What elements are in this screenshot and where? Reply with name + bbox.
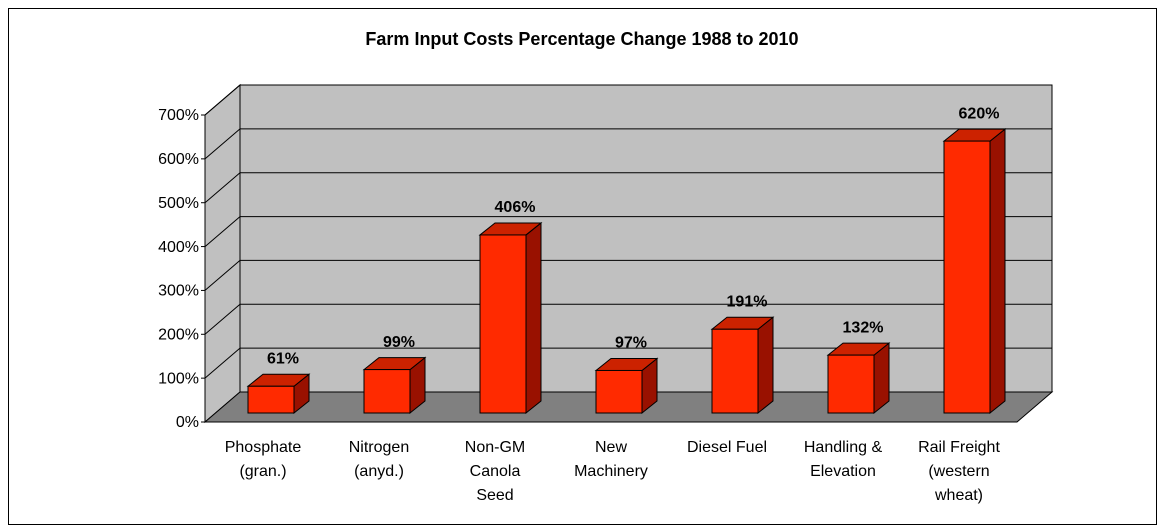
x-tick-line: Elevation — [810, 463, 876, 480]
bar — [710, 316, 775, 415]
x-tick-line: Canola — [470, 463, 521, 480]
bar-front — [711, 328, 759, 414]
bar-front — [595, 369, 643, 414]
value-label: 99% — [383, 334, 415, 351]
x-tick-line: New — [595, 439, 627, 456]
value-label: 61% — [267, 350, 299, 367]
value-label: 191% — [727, 293, 768, 310]
x-tick-label: New Machinery — [574, 439, 648, 480]
bar-front — [363, 369, 411, 414]
x-tick-label: Phosphate (gran.) — [225, 439, 302, 480]
bar-front — [827, 354, 875, 414]
y-tick-label: 500% — [158, 195, 199, 212]
grid-line — [204, 347, 241, 379]
bar — [826, 342, 891, 415]
y-tick-label: 300% — [158, 283, 199, 300]
grid-line — [204, 303, 241, 335]
value-label: 132% — [843, 319, 884, 336]
y-tick-label: 700% — [158, 107, 199, 124]
bar-front — [479, 234, 527, 414]
x-tick-line: Nitrogen — [349, 439, 409, 456]
y-tick-label: 400% — [158, 239, 199, 256]
x-tick-line: Rail Freight — [918, 439, 1000, 456]
x-tick-line: (gran.) — [239, 463, 286, 480]
grid-line — [204, 260, 241, 291]
value-label: 97% — [615, 335, 647, 352]
value-label: 620% — [959, 105, 1000, 122]
x-tick-label: Nitrogen (anyd.) — [349, 439, 409, 480]
y-tick-label: 600% — [158, 151, 199, 168]
x-tick-line: Handling & — [804, 439, 883, 456]
grid-line — [204, 172, 241, 204]
x-tick-line: (anyd.) — [354, 463, 404, 480]
bar — [942, 128, 1007, 415]
x-tick-line: Non-GM — [465, 439, 525, 456]
x-tick-line: wheat) — [934, 487, 983, 504]
x-tick-line: Seed — [476, 487, 513, 504]
side-wall — [204, 83, 241, 424]
chart-title: Farm Input Costs Percentage Change 1988 … — [365, 29, 798, 49]
bar-side — [989, 128, 1006, 415]
grid-line — [204, 128, 241, 160]
value-label: 406% — [495, 199, 536, 216]
x-tick-label: Handling & Elevation — [804, 439, 883, 480]
x-tick-line: Machinery — [574, 463, 648, 480]
y-tick-label: 100% — [158, 370, 199, 387]
x-tick-label: Rail Freight (western wheat) — [918, 439, 1000, 504]
x-tick-label: Diesel Fuel — [687, 439, 767, 456]
bar-side — [525, 221, 542, 415]
bar-side — [757, 316, 774, 415]
y-tick-label: 0% — [176, 414, 199, 431]
grid-line — [204, 216, 241, 247]
bar — [362, 356, 427, 415]
bar — [478, 221, 543, 415]
x-tick-line: Phosphate — [225, 439, 302, 456]
bar-front — [943, 140, 991, 414]
bar — [594, 357, 659, 415]
x-tick-line: (western — [928, 463, 989, 480]
bar-front — [247, 385, 295, 414]
grid-line — [204, 84, 241, 116]
y-tick-label: 200% — [158, 327, 199, 344]
x-tick-label: Non-GM Canola Seed — [465, 439, 525, 504]
x-tick-line: Diesel Fuel — [687, 439, 767, 456]
bar — [246, 373, 311, 415]
